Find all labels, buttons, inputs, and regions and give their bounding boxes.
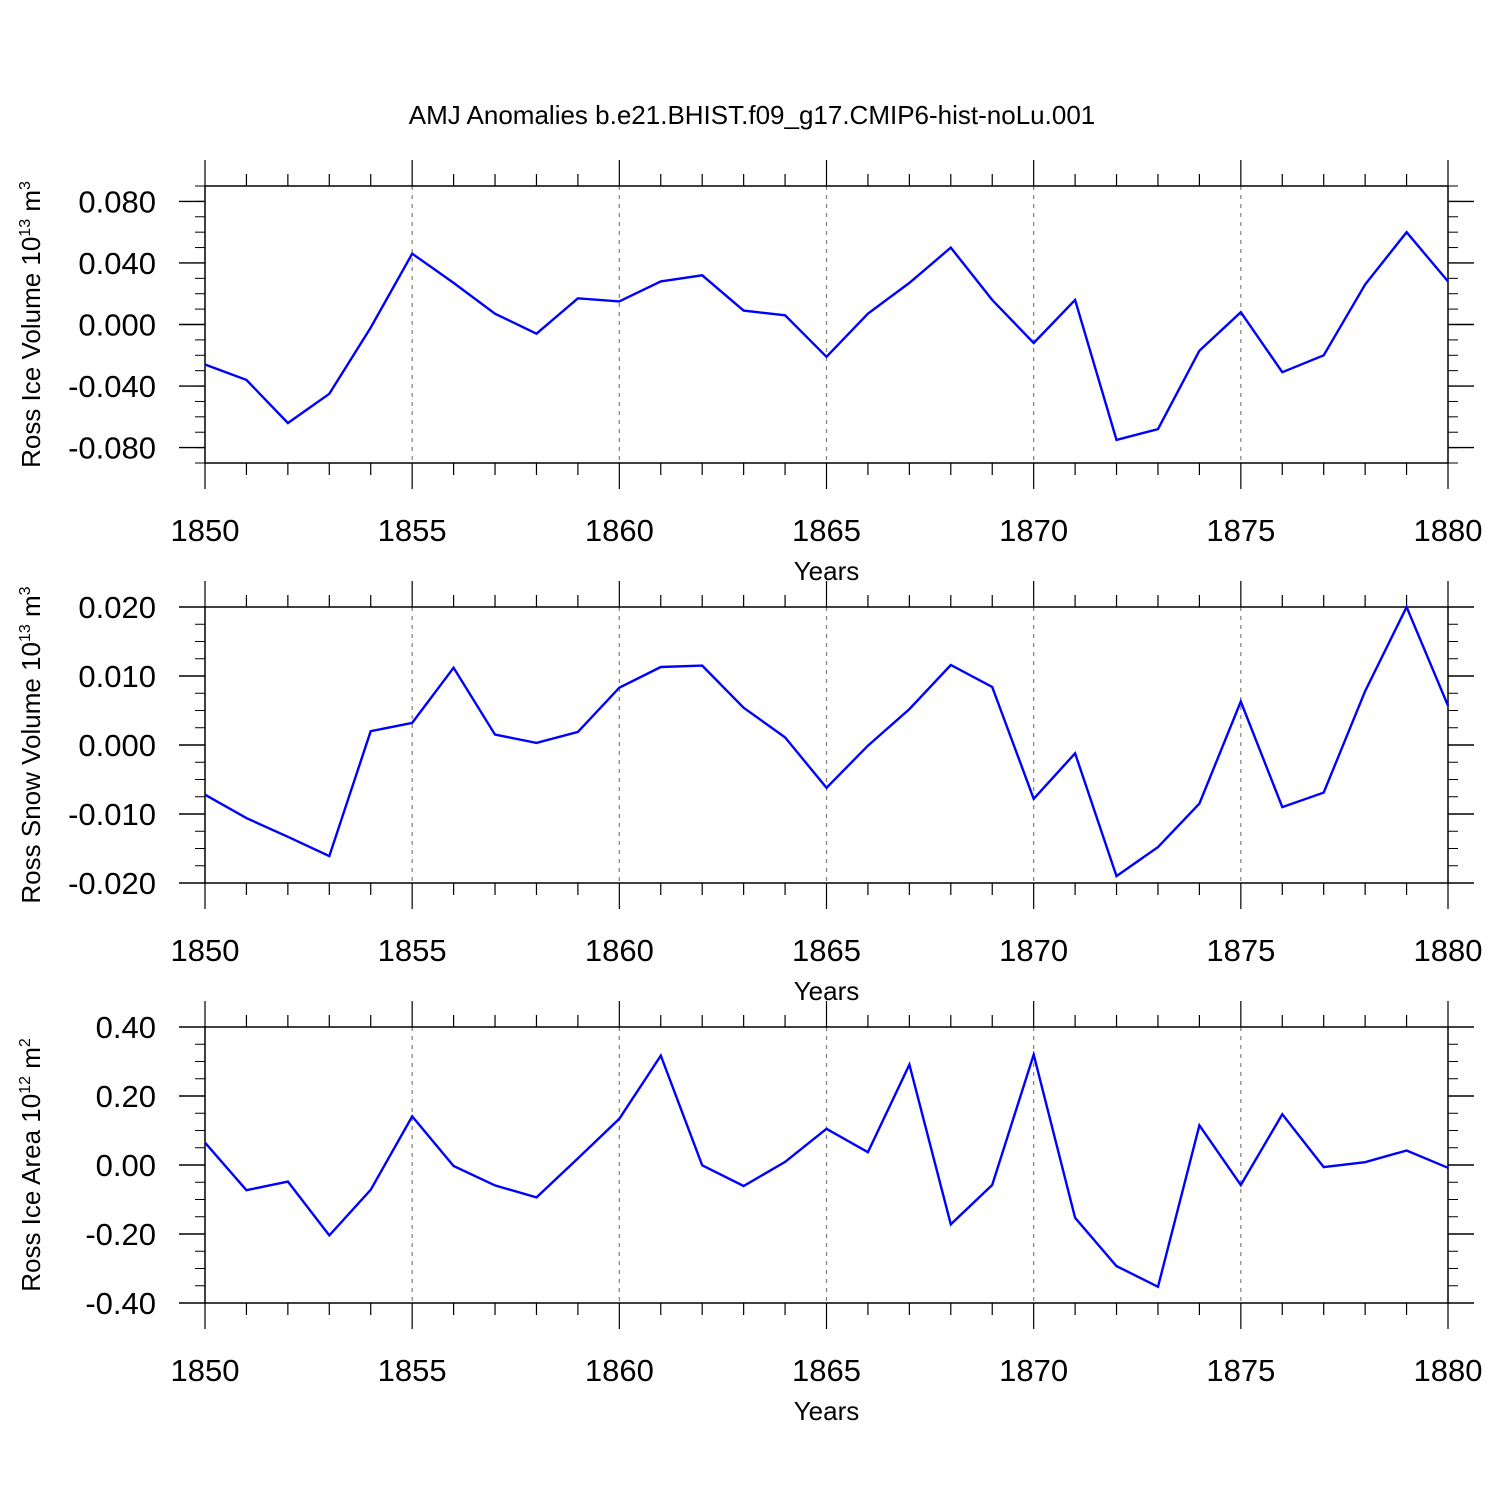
- y-tick-label: 0.000: [78, 728, 156, 763]
- x-tick-label: 1870: [999, 513, 1068, 548]
- y-tick-label: -0.20: [85, 1217, 156, 1252]
- x-tick-label: 1850: [171, 933, 240, 968]
- x-tick-label: 1875: [1206, 933, 1275, 968]
- y-axis-label: Ross Ice Volume 1013 m3: [16, 181, 46, 468]
- x-tick-label: 1880: [1414, 1353, 1483, 1388]
- y-tick-label: -0.010: [68, 797, 156, 832]
- x-tick-label: 1855: [378, 933, 447, 968]
- x-tick-label: 1865: [792, 933, 861, 968]
- y-tick-label: 0.00: [96, 1148, 156, 1183]
- x-tick-label: 1865: [792, 1353, 861, 1388]
- y-tick-label: 0.080: [78, 184, 156, 219]
- chart-panel-1: -0.080 -0.040 0.000 0.040 0.080 1850 1855 1860 1…: [16, 160, 1482, 586]
- x-tick-label: 1880: [1414, 513, 1483, 548]
- y-tick-label: -0.020: [68, 866, 156, 901]
- x-tick-label: 1875: [1206, 513, 1275, 548]
- y-tick-label: 0.20: [96, 1079, 156, 1114]
- chart-title: AMJ Anomalies b.e21.BHIST.f09_g17.CMIP6-…: [409, 100, 1096, 130]
- y-tick-label: 0.40: [96, 1010, 156, 1045]
- y-axis-label: Ross Ice Area 1012 m2: [16, 1038, 46, 1292]
- series-line: [204, 604, 1450, 879]
- y-tick-label: 0.040: [78, 246, 156, 281]
- x-tick-label: 1850: [171, 513, 240, 548]
- y-tick-label: 0.000: [78, 308, 156, 343]
- x-tick-label: 1860: [585, 933, 654, 968]
- x-axis-label: Years: [794, 1396, 860, 1426]
- x-tick-label: 1850: [171, 1353, 240, 1388]
- y-tick-label: -0.40: [85, 1286, 156, 1321]
- x-tick-label: 1875: [1206, 1353, 1275, 1388]
- y-tick-label: -0.040: [68, 369, 156, 404]
- y-tick-label: -0.080: [68, 431, 156, 466]
- x-tick-label: 1880: [1414, 933, 1483, 968]
- y-tick-label: 0.020: [78, 590, 156, 625]
- x-tick-label: 1870: [999, 1353, 1068, 1388]
- y-axis-label: Ross Snow Volume 1013 m3: [16, 586, 46, 903]
- x-tick-label: 1860: [585, 1353, 654, 1388]
- x-tick-label: 1860: [585, 513, 654, 548]
- series-line: [204, 1050, 1449, 1289]
- x-tick-label: 1855: [378, 513, 447, 548]
- chart-panel-3: -0.40 -0.20 0.00 0.20 0.40 1850 1855 1860 1865 18…: [16, 1001, 1482, 1426]
- series-line: [204, 230, 1449, 442]
- x-tick-label: 1855: [378, 1353, 447, 1388]
- chart-panel-2: -0.020 -0.010 0.000 0.010 0.020 1850 1855 1860 1…: [16, 581, 1482, 1006]
- x-tick-label: 1865: [792, 513, 861, 548]
- y-tick-label: 0.010: [78, 659, 156, 694]
- x-tick-label: 1870: [999, 933, 1068, 968]
